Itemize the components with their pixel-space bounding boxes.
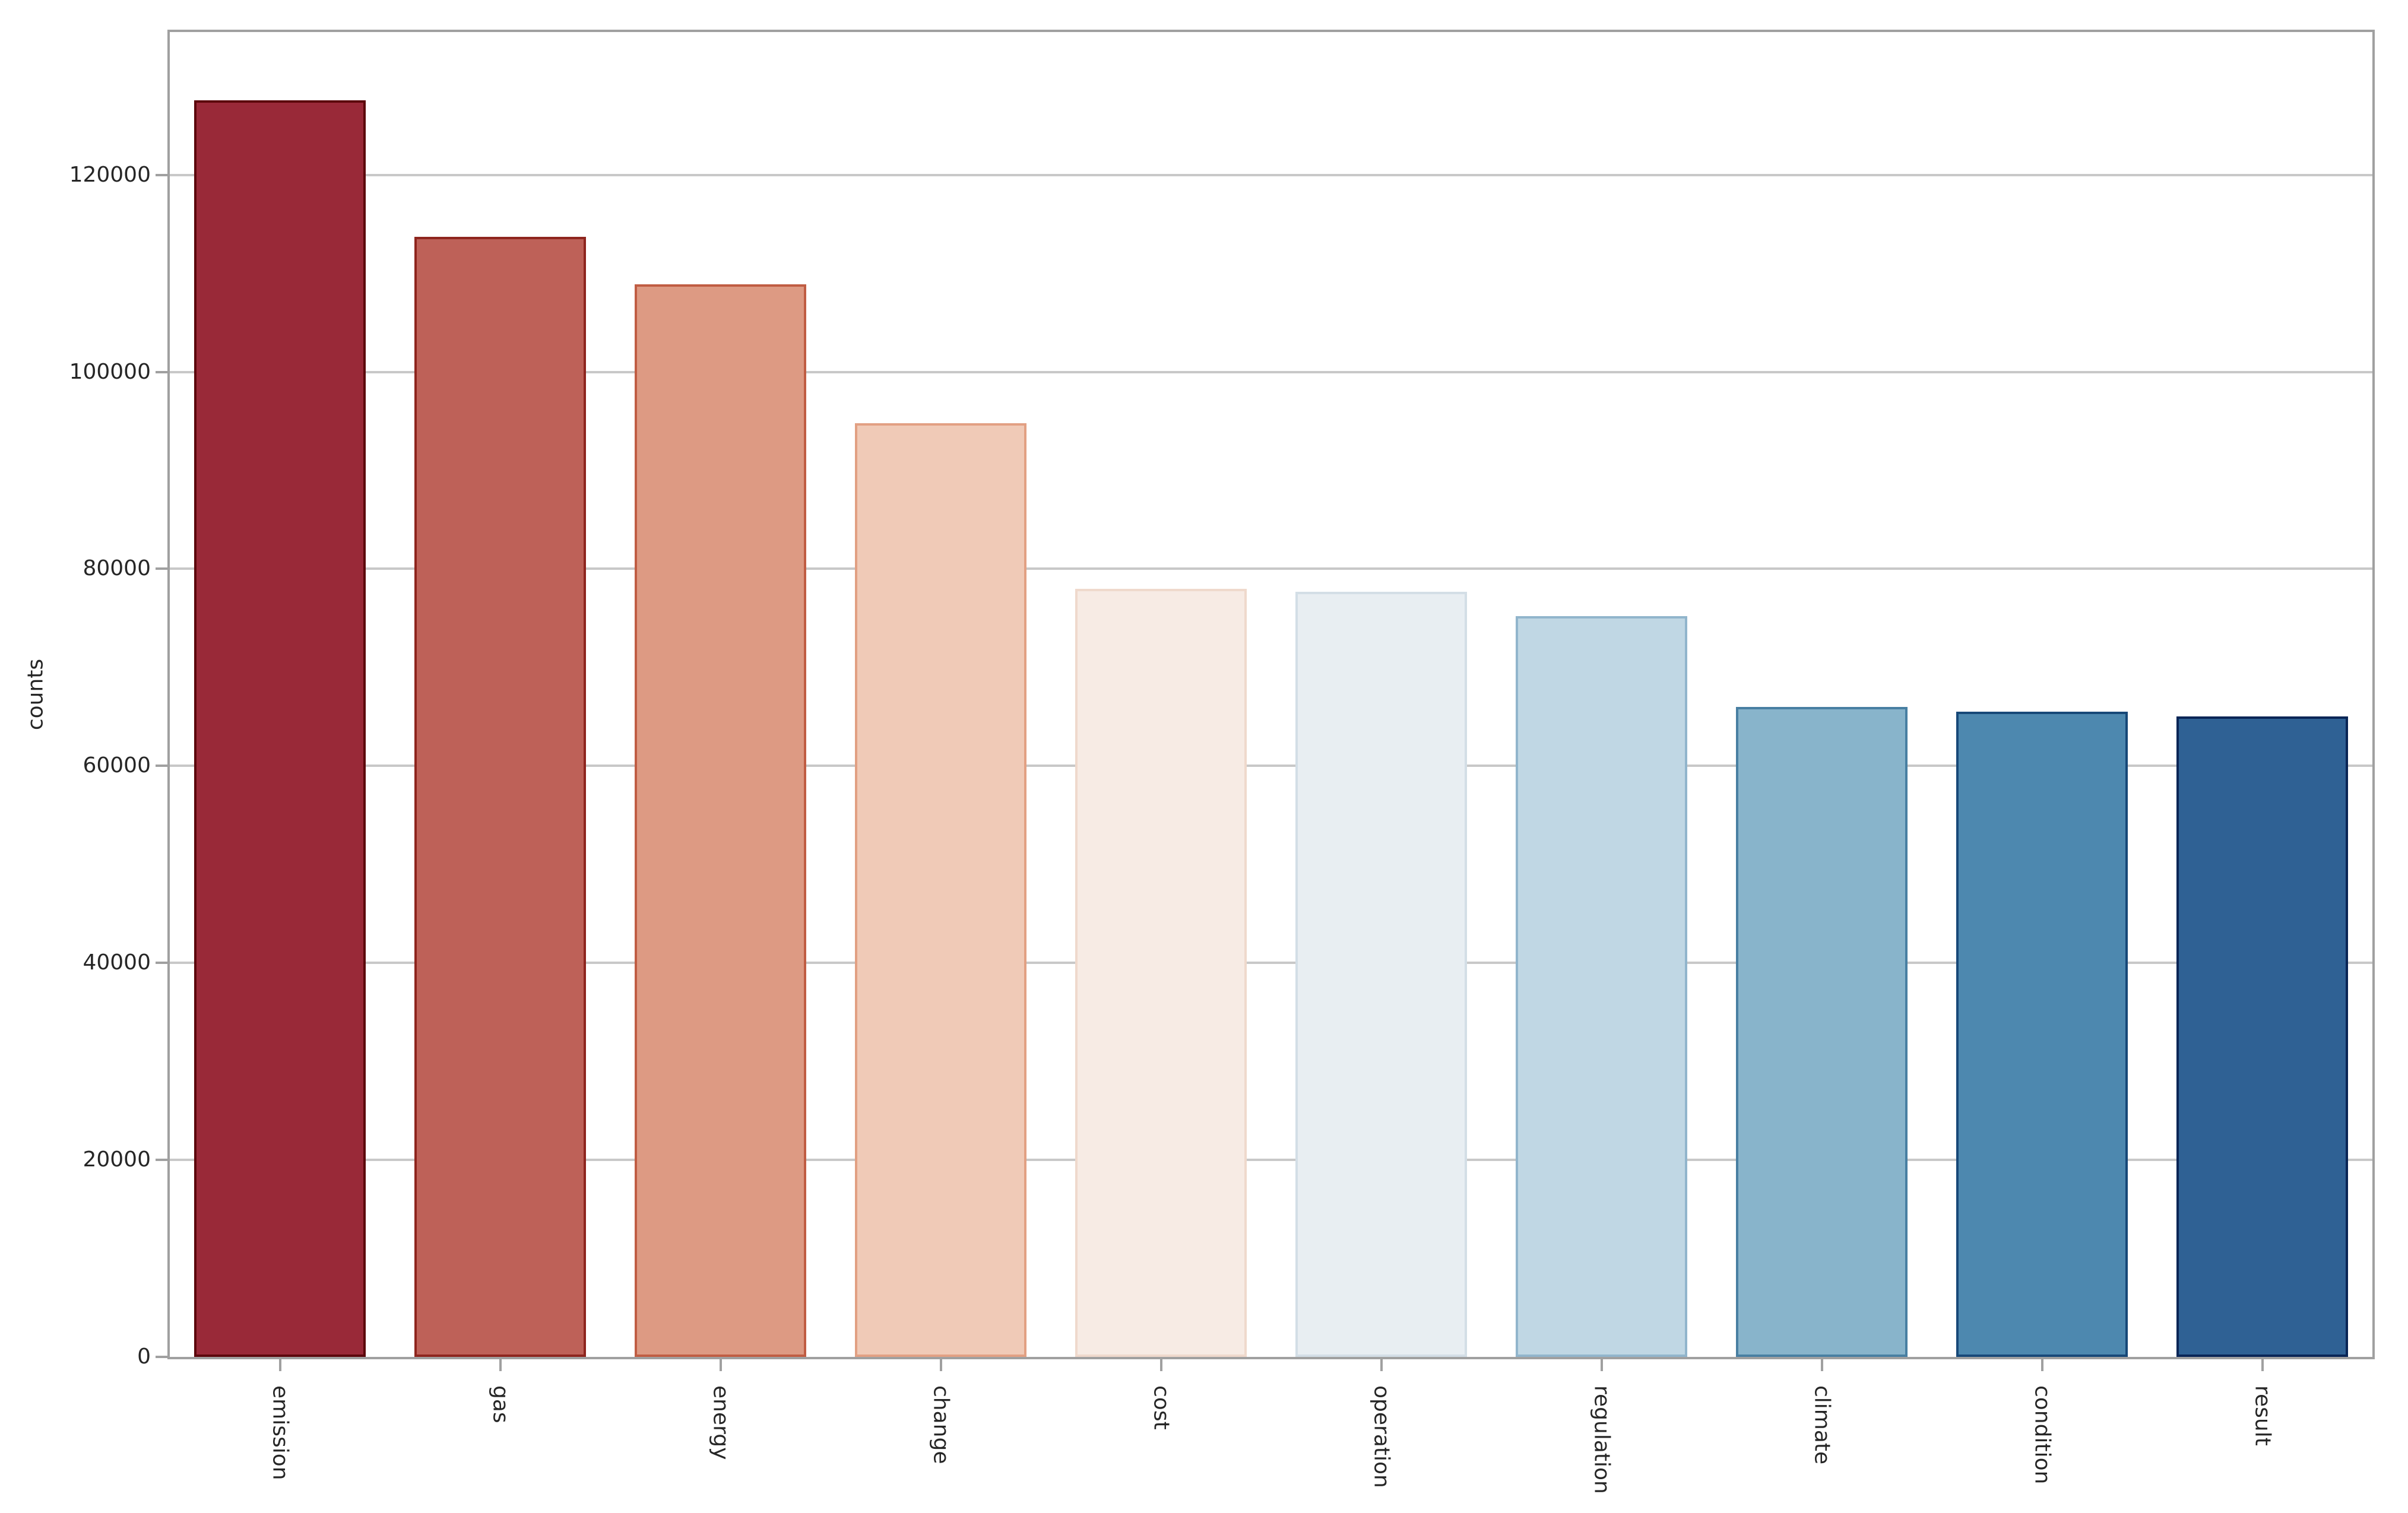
plot-area (167, 30, 2375, 1359)
x-tick-mark-cost (1159, 1359, 1162, 1371)
y-tick-label-20000: 20000 (83, 1147, 151, 1172)
x-tick-mark-operation (1380, 1359, 1383, 1371)
y-tick-label-80000: 80000 (83, 556, 151, 581)
y-tick-mark-80000 (156, 567, 167, 570)
gridline-100000 (170, 370, 2372, 373)
bar-condition (1956, 712, 2128, 1357)
y-tick-mark-20000 (156, 1159, 167, 1162)
x-tick-mark-condition (2041, 1359, 2043, 1371)
y-axis-title: counts (23, 658, 48, 731)
x-tick-label-climate: climate (1810, 1385, 1834, 1465)
x-tick-mark-change (939, 1359, 942, 1371)
gridline-80000 (170, 567, 2372, 570)
x-tick-label-gas: gas (488, 1385, 513, 1423)
y-tick-label-100000: 100000 (69, 359, 151, 384)
x-tick-label-change: change (929, 1385, 953, 1464)
x-tick-label-operation: operation (1369, 1385, 1394, 1488)
x-tick-mark-result (2261, 1359, 2264, 1371)
x-tick-label-emission: emission (268, 1385, 293, 1480)
y-tick-mark-120000 (156, 173, 167, 176)
x-tick-label-result: result (2250, 1385, 2275, 1446)
bar-change (854, 423, 1027, 1357)
x-tick-mark-emission (278, 1359, 281, 1371)
x-tick-mark-regulation (1600, 1359, 1603, 1371)
bar-climate (1735, 706, 1908, 1357)
y-tick-mark-60000 (156, 765, 167, 767)
y-tick-mark-0 (156, 1356, 167, 1358)
bar-cost (1075, 588, 1247, 1357)
y-tick-label-60000: 60000 (83, 753, 151, 778)
y-tick-mark-40000 (156, 962, 167, 965)
gridline-20000 (170, 1159, 2372, 1162)
x-tick-mark-energy (719, 1359, 722, 1371)
bar-result (2176, 716, 2349, 1357)
gridline-40000 (170, 962, 2372, 965)
bar-regulation (1515, 616, 1688, 1357)
x-tick-mark-climate (1820, 1359, 1823, 1371)
y-tick-mark-100000 (156, 370, 167, 373)
x-tick-label-energy: energy (708, 1385, 733, 1460)
bar-energy (634, 284, 807, 1357)
bar-emission (194, 100, 366, 1357)
gridline-60000 (170, 765, 2372, 767)
bar-gas (414, 237, 587, 1357)
x-tick-label-cost: cost (1149, 1385, 1174, 1430)
y-tick-label-120000: 120000 (69, 162, 151, 187)
x-tick-label-condition: condition (2030, 1385, 2055, 1485)
y-tick-label-40000: 40000 (83, 950, 151, 975)
y-tick-label-0: 0 (137, 1344, 151, 1369)
x-tick-label-regulation: regulation (1589, 1385, 1614, 1494)
gridline-120000 (170, 173, 2372, 176)
x-tick-mark-gas (499, 1359, 502, 1371)
bar-operation (1295, 591, 1468, 1357)
